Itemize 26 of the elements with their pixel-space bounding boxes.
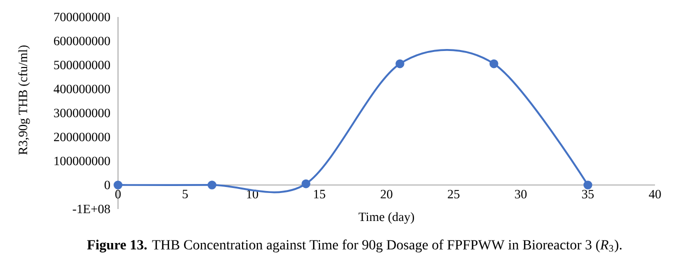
y-axis-title: R3,90g THB (cfu/ml) (18, 45, 30, 155)
y-tick-label: -1E+08 (72, 204, 110, 214)
y-tick-label: 100000000 (54, 156, 110, 166)
x-axis-title: Time (day) (358, 212, 414, 224)
y-tick-label: 400000000 (54, 84, 110, 94)
x-tick-label: 25 (448, 190, 460, 198)
point (396, 59, 404, 68)
x-tick-label: 20 (380, 190, 392, 198)
y-tick-label: 200000000 (54, 132, 110, 142)
text: Figure 13. THB Concentration against Time for 90g Dosage of FPFPWW in Bioreactor 3 (R$_{3}$). (87, 240, 622, 252)
point (114, 180, 122, 190)
point (208, 180, 216, 190)
y-tick-label: 700000000 (54, 12, 110, 22)
point (302, 179, 310, 188)
x-tick-label: 0 (115, 190, 121, 198)
y-tick-label: 500000000 (54, 60, 110, 70)
x-tick-label: 15 (314, 190, 326, 198)
y-tick-label: 0 (104, 180, 110, 190)
x-tick-label: 5 (182, 190, 188, 198)
point (489, 59, 498, 68)
x-tick-label: 35 (582, 190, 594, 198)
x-tick-label: 40 (648, 190, 661, 198)
y-tick-label: 600000000 (54, 36, 110, 46)
y-tick-label: 300000000 (54, 108, 110, 118)
point (583, 180, 592, 190)
x-tick-label: 30 (515, 190, 527, 198)
